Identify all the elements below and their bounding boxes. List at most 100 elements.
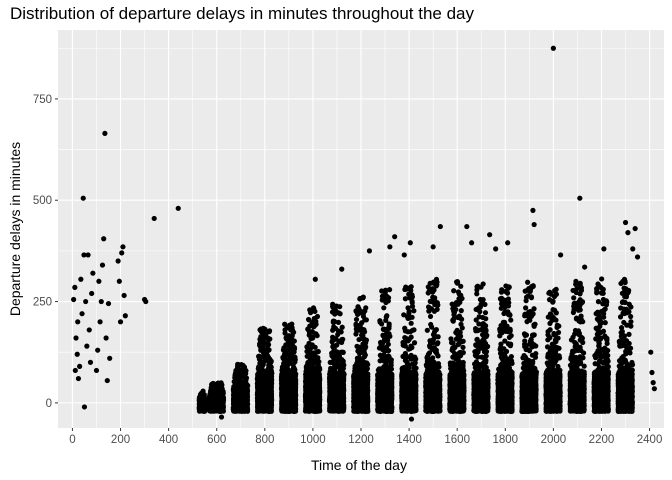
data-point [305,327,311,333]
data-point [329,367,335,373]
data-point [238,384,244,390]
data-point [381,371,388,378]
data-point [361,345,367,351]
data-point [339,324,345,330]
data-point [292,354,298,360]
data-point [310,324,317,330]
data-point [340,349,346,355]
data-point [385,341,391,347]
data-point [264,346,270,353]
data-point [400,342,406,348]
data-point [428,306,435,312]
data-point [353,316,360,323]
data-point [291,367,297,373]
data-point [402,325,408,331]
data-point [426,360,432,366]
data-point [408,284,414,290]
data-point [361,336,367,342]
data-point [311,315,317,322]
data-point [411,363,417,370]
data-point [209,388,216,394]
data-point [409,344,415,351]
data-point [291,344,298,351]
data-point [258,368,264,374]
data-point [380,347,386,353]
data-point [310,357,317,363]
data-point [424,354,430,361]
data-point [403,284,409,290]
data-point [304,348,310,355]
data-point [236,362,242,368]
data-point [384,336,390,342]
data-point [335,328,341,334]
data-point [385,366,392,373]
data-point [431,359,437,366]
data-points [71,45,657,422]
data-point [404,365,410,371]
data-point [364,360,370,366]
data-point [408,334,414,340]
data-point [281,357,288,363]
data-point [331,348,337,354]
data-point [380,326,386,332]
data-point [282,321,288,327]
data-point [240,364,246,370]
data-point [334,371,340,377]
data-point [341,371,347,377]
data-point [423,370,429,377]
data-point [406,308,412,314]
data-point [303,365,309,371]
data-point [256,353,262,360]
data-point [403,354,409,361]
data-point [381,363,387,370]
data-point [358,326,365,332]
data-point [402,296,408,302]
data-point [401,312,407,318]
data-point [331,324,337,330]
data-point [359,295,365,301]
data-point [241,381,247,387]
data-point [411,308,417,314]
data-point [265,342,272,348]
data-point [381,358,387,364]
data-point [235,379,241,385]
data-point [427,313,434,320]
data-point [215,391,221,397]
data-point [355,347,362,353]
data-point [424,327,430,333]
data-point [330,303,336,309]
data-point [406,291,412,297]
data-point [359,360,365,367]
data-point [267,371,273,378]
data-point [337,311,343,317]
data-point [386,355,392,361]
data-point [381,288,388,294]
data-point [311,350,318,357]
data-point [380,332,386,338]
data-point [287,355,294,361]
data-point [284,363,290,370]
data-point [399,368,405,374]
data-point [209,382,215,388]
data-point [431,280,437,286]
data-point [307,371,313,377]
chart-title: Distribution of departure delays in minu… [10,4,474,23]
data-point [337,366,343,372]
data-point [334,342,340,348]
data-point [354,360,360,366]
data-point [386,325,392,331]
data-point [241,369,247,375]
data-point [385,295,391,301]
data-point [267,359,273,365]
data-point [432,301,438,308]
data-point [331,318,337,324]
data-point [305,316,312,323]
data-point [430,286,436,292]
data-point [429,324,435,330]
data-point [377,318,383,324]
data-point [232,371,238,377]
data-point [331,358,337,365]
data-point [306,332,312,338]
data-point [306,340,312,346]
